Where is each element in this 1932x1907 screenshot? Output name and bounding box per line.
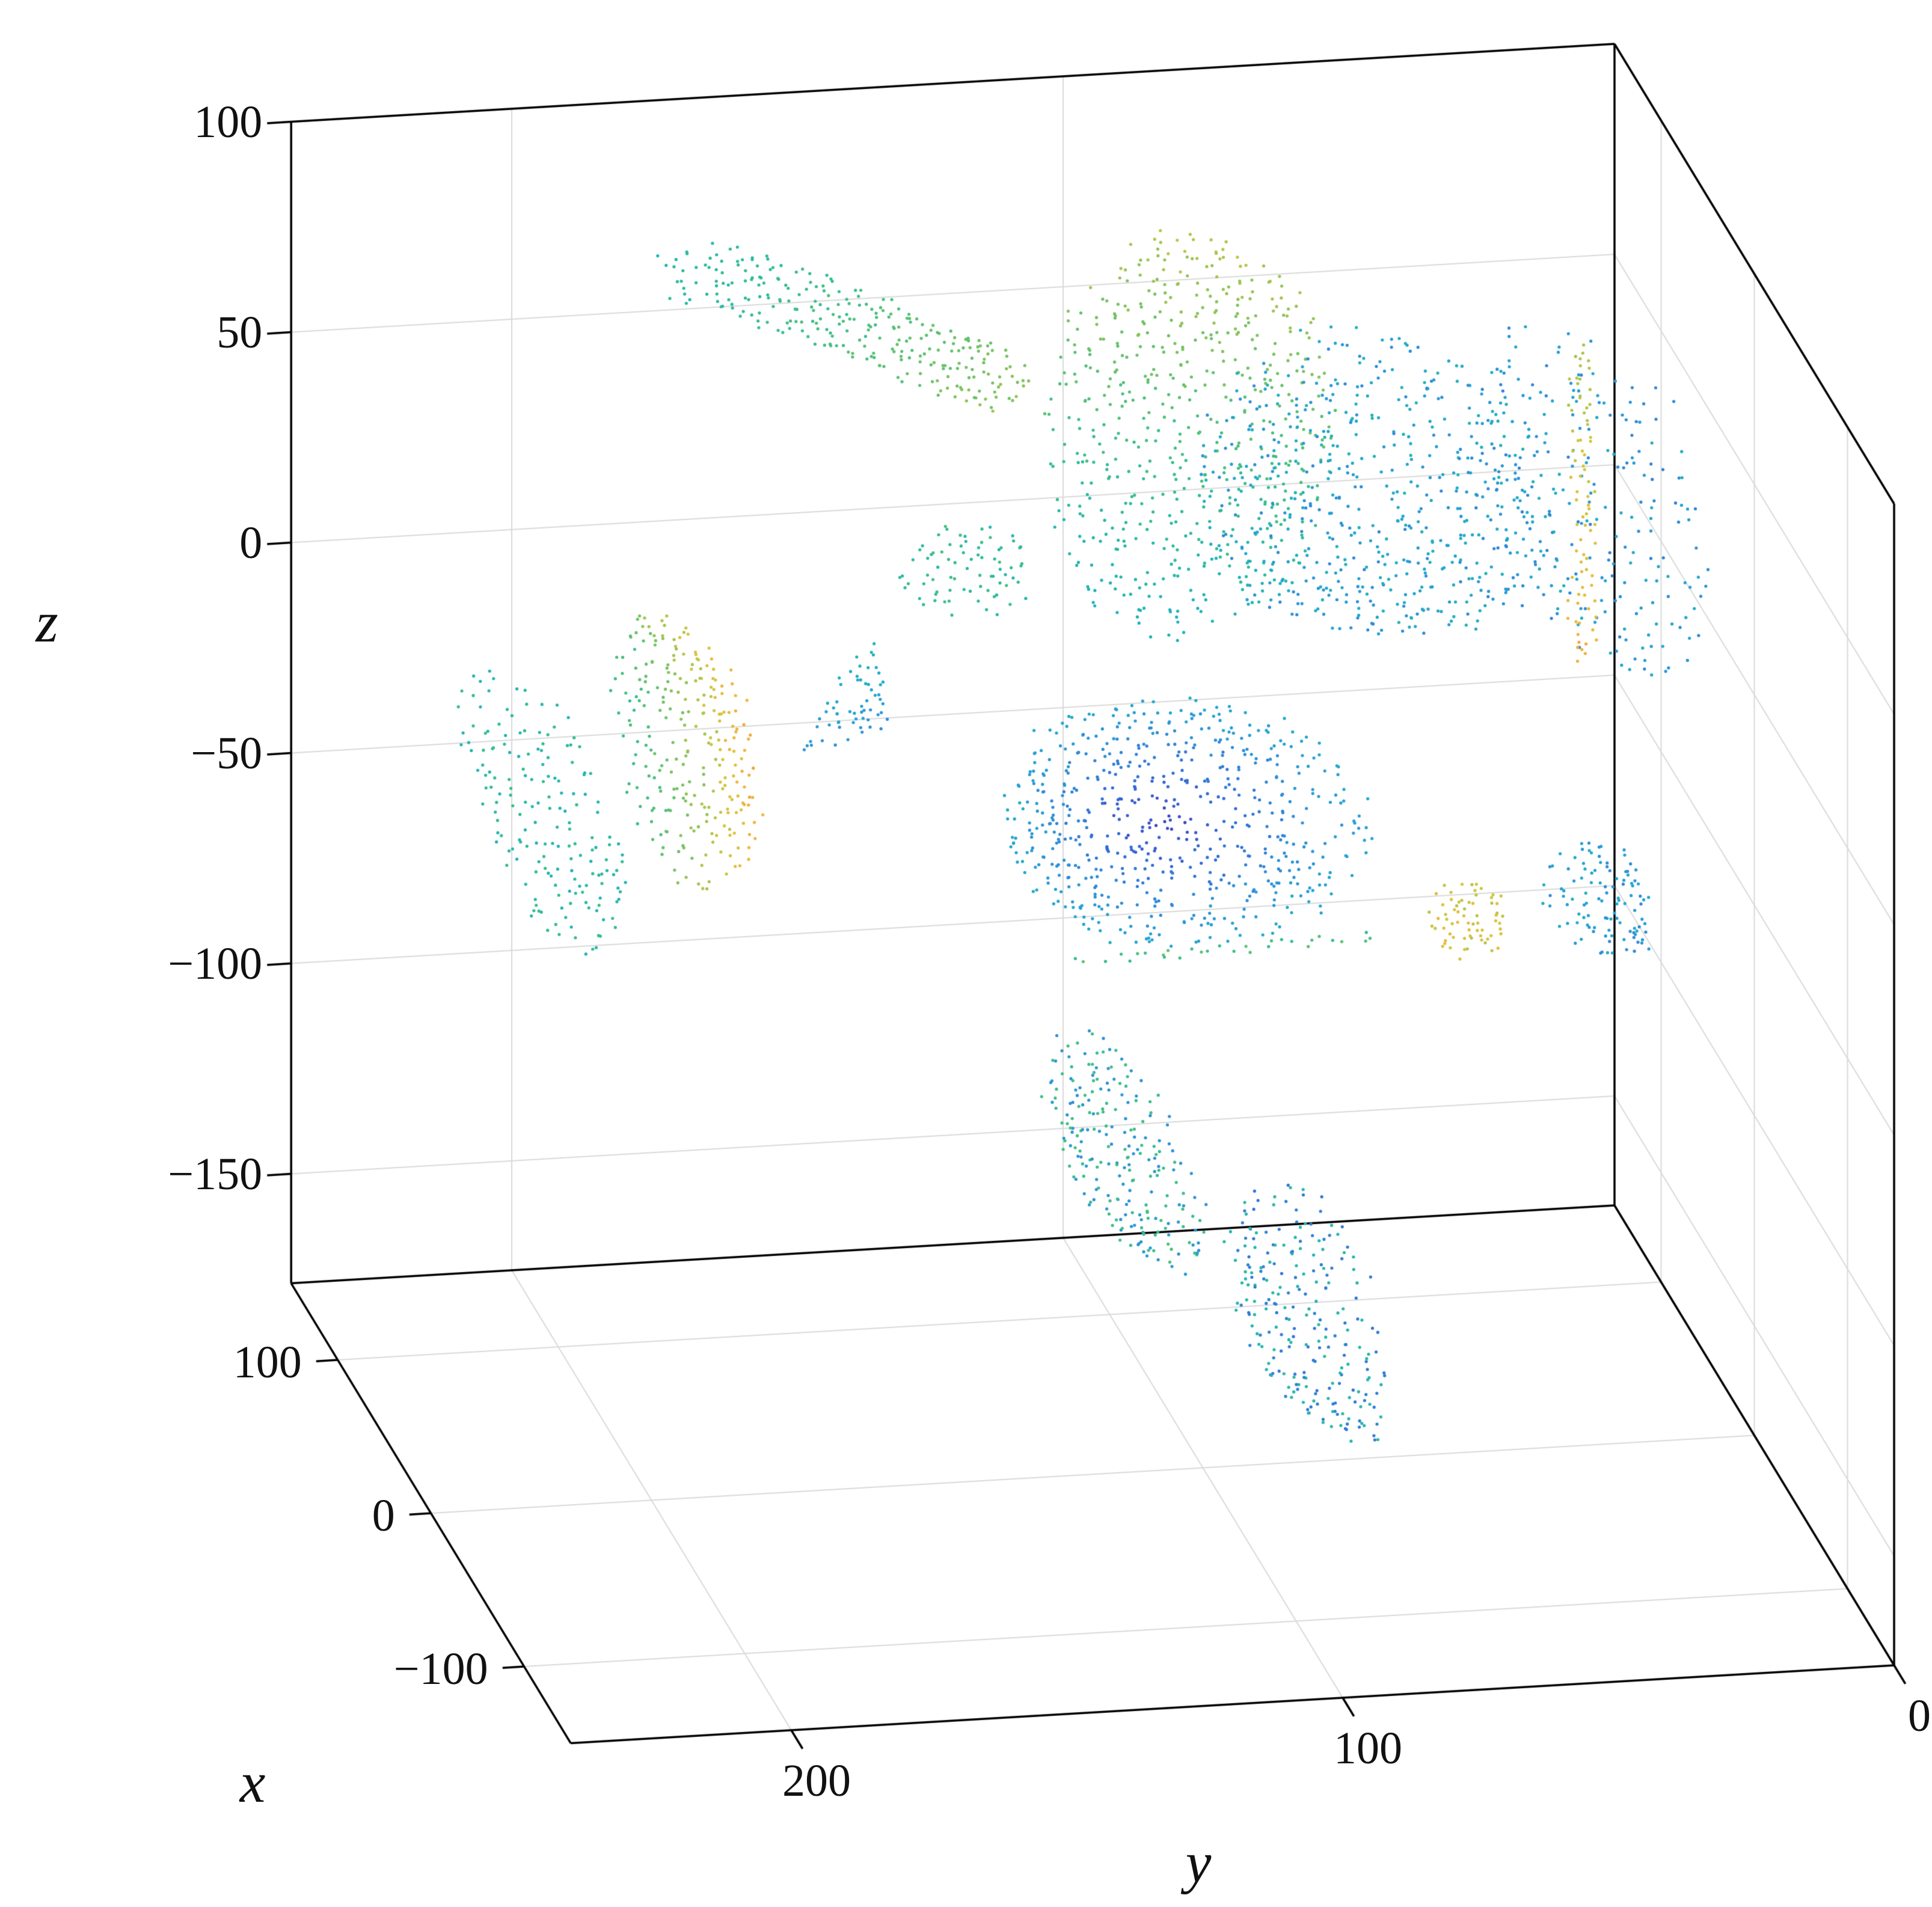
z-axis-tick-label: 100 [194,96,263,147]
y-axis-label: y [1185,1830,1212,1894]
z-axis-tick-label: −100 [168,938,263,989]
x-axis-label: x [239,1750,266,1814]
y-axis-tick-label: 0 [1908,1691,1931,1741]
z-axis-tick-label: 0 [239,517,263,568]
z-axis-label: z [35,590,58,654]
y-axis-tick-label: 100 [1334,1723,1402,1774]
x-axis-tick-label: 0 [372,1490,395,1541]
x-axis-tick-label: 100 [233,1337,302,1388]
z-axis-tick-label: −150 [168,1148,263,1199]
y-axis-tick-label: 200 [782,1755,851,1806]
z-axis-tick-label: 50 [216,307,263,358]
z-axis-tick-label: −50 [191,727,263,779]
x-axis-tick-label: −100 [393,1644,488,1695]
